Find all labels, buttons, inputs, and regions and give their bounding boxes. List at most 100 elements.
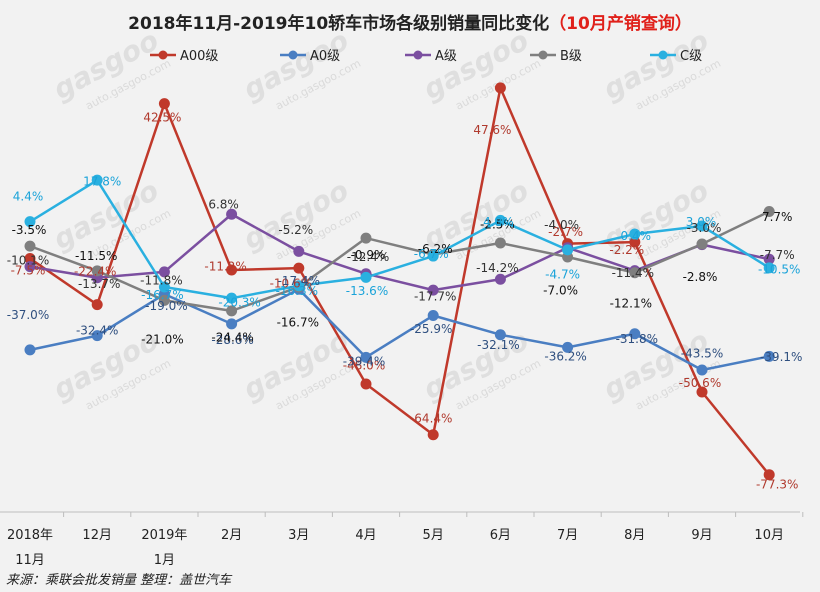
data-point: [360, 271, 372, 283]
data-point: [427, 310, 439, 322]
data-point: [24, 253, 36, 265]
x-tick-label: 1月: [154, 553, 175, 568]
data-point: [158, 281, 170, 293]
data-label: -11.2%: [204, 260, 246, 274]
data-label: 6.8%: [208, 197, 239, 211]
data-label: 42.5%: [143, 110, 181, 124]
legend-marker: [288, 50, 298, 60]
data-point: [763, 205, 775, 217]
legend-label: A0级: [310, 49, 340, 64]
data-label: -2.7%: [548, 225, 583, 239]
data-label: -6.7%: [414, 247, 449, 261]
data-point: [629, 267, 641, 279]
data-label: -4.7%: [545, 268, 580, 282]
data-point: [360, 378, 372, 390]
x-axis: 2018年 11月 12月 2019年 1月 2月 3月 4月 5月 6月 7月 8月 9月 10月: [0, 511, 804, 568]
data-label: -5.2%: [278, 223, 313, 237]
data-point: [226, 264, 238, 276]
x-tick-label: 11月: [15, 553, 45, 568]
data-label: -17.4%: [278, 274, 320, 288]
data-point: [91, 174, 103, 186]
legend-item: C级: [650, 49, 702, 64]
x-tick-label: 10月: [754, 528, 784, 543]
data-point: [226, 208, 238, 220]
data-label: -32.4%: [76, 324, 118, 338]
data-point: [763, 262, 775, 274]
x-tick-label: 9月: [691, 528, 712, 543]
data-point: [427, 284, 439, 296]
data-point: [427, 250, 439, 262]
chart-title-highlight: （10月产销查询）: [549, 13, 692, 34]
series-line: [29, 178, 770, 300]
legend-item: A0级: [280, 49, 340, 64]
data-label: -31.8%: [616, 332, 658, 346]
x-tick-label: 12月: [82, 528, 112, 543]
data-point: [763, 253, 775, 265]
data-label: -7.5%: [11, 264, 46, 278]
data-point: [293, 262, 305, 274]
data-label: -2.2%: [609, 243, 644, 257]
legend-label: B级: [560, 49, 582, 64]
series-line: [29, 287, 770, 372]
data-point: [24, 216, 36, 228]
data-label: -24.4%: [211, 331, 253, 345]
x-tick-label: 7月: [557, 528, 578, 543]
data-label: -20.3%: [218, 296, 260, 310]
data-label: -4.0%: [544, 218, 579, 232]
x-tick-label: 2019年: [141, 528, 187, 543]
data-label: 7.7%: [762, 210, 793, 224]
data-label: -2.5%: [480, 217, 515, 231]
data-label: 17.8%: [83, 175, 121, 189]
x-tick-label: 4月: [355, 528, 376, 543]
data-label: 47.6%: [473, 123, 511, 137]
data-point: [629, 328, 641, 340]
data-label: -2.8%: [683, 270, 718, 284]
series-points: [24, 82, 775, 481]
data-point: [696, 386, 708, 398]
legend-item: A级: [405, 49, 457, 64]
legend-item: B级: [530, 49, 582, 64]
data-label: -3.5%: [12, 223, 47, 237]
legend-marker: [413, 50, 423, 60]
data-point: [91, 330, 103, 342]
data-point: [226, 292, 238, 304]
chart-title-main: 2018年11月-2019年10轿车市场各级别销量同比变化: [128, 13, 549, 34]
data-label: -48.0%: [343, 359, 385, 373]
source-note: 来源：乘联会批发销量 整理：盖世汽车: [6, 573, 233, 588]
data-label: -10.5%: [758, 262, 800, 276]
data-point: [494, 273, 506, 285]
series-line: [29, 212, 770, 292]
data-label: -13.6%: [346, 284, 388, 298]
data-label: -11.8%: [140, 274, 182, 288]
data-label: -43.5%: [681, 347, 723, 361]
legend-marker: [158, 50, 168, 60]
x-tick-label: 2018年: [7, 528, 53, 543]
data-label: -16.7%: [277, 315, 319, 329]
data-point: [494, 237, 506, 249]
data-label: -10.6%: [270, 277, 312, 291]
data-point: [360, 232, 372, 244]
data-label: -64.4%: [410, 411, 452, 425]
data-label: -7.7%: [760, 248, 795, 262]
data-label: -25.9%: [410, 322, 452, 336]
data-label: -39.4%: [343, 354, 385, 368]
data-label: -28.6%: [211, 333, 253, 347]
data-label: -21.0%: [141, 332, 183, 346]
legend-marker: [538, 50, 548, 60]
x-tick-label: 5月: [423, 528, 444, 543]
data-label: -39.1%: [760, 350, 802, 364]
data-label: -32.1%: [477, 338, 519, 352]
data-point: [91, 299, 103, 311]
data-point: [629, 236, 641, 248]
data-label: -16.7%: [141, 288, 183, 302]
data-label: -37.0%: [7, 308, 49, 322]
data-label: -17.7%: [414, 290, 456, 304]
data-point: [494, 82, 506, 94]
data-point: [696, 238, 708, 250]
legend-label: A级: [435, 49, 457, 64]
data-label: -13.7%: [78, 277, 120, 291]
series-line: [29, 210, 770, 313]
x-tick-label: 8月: [624, 528, 645, 543]
